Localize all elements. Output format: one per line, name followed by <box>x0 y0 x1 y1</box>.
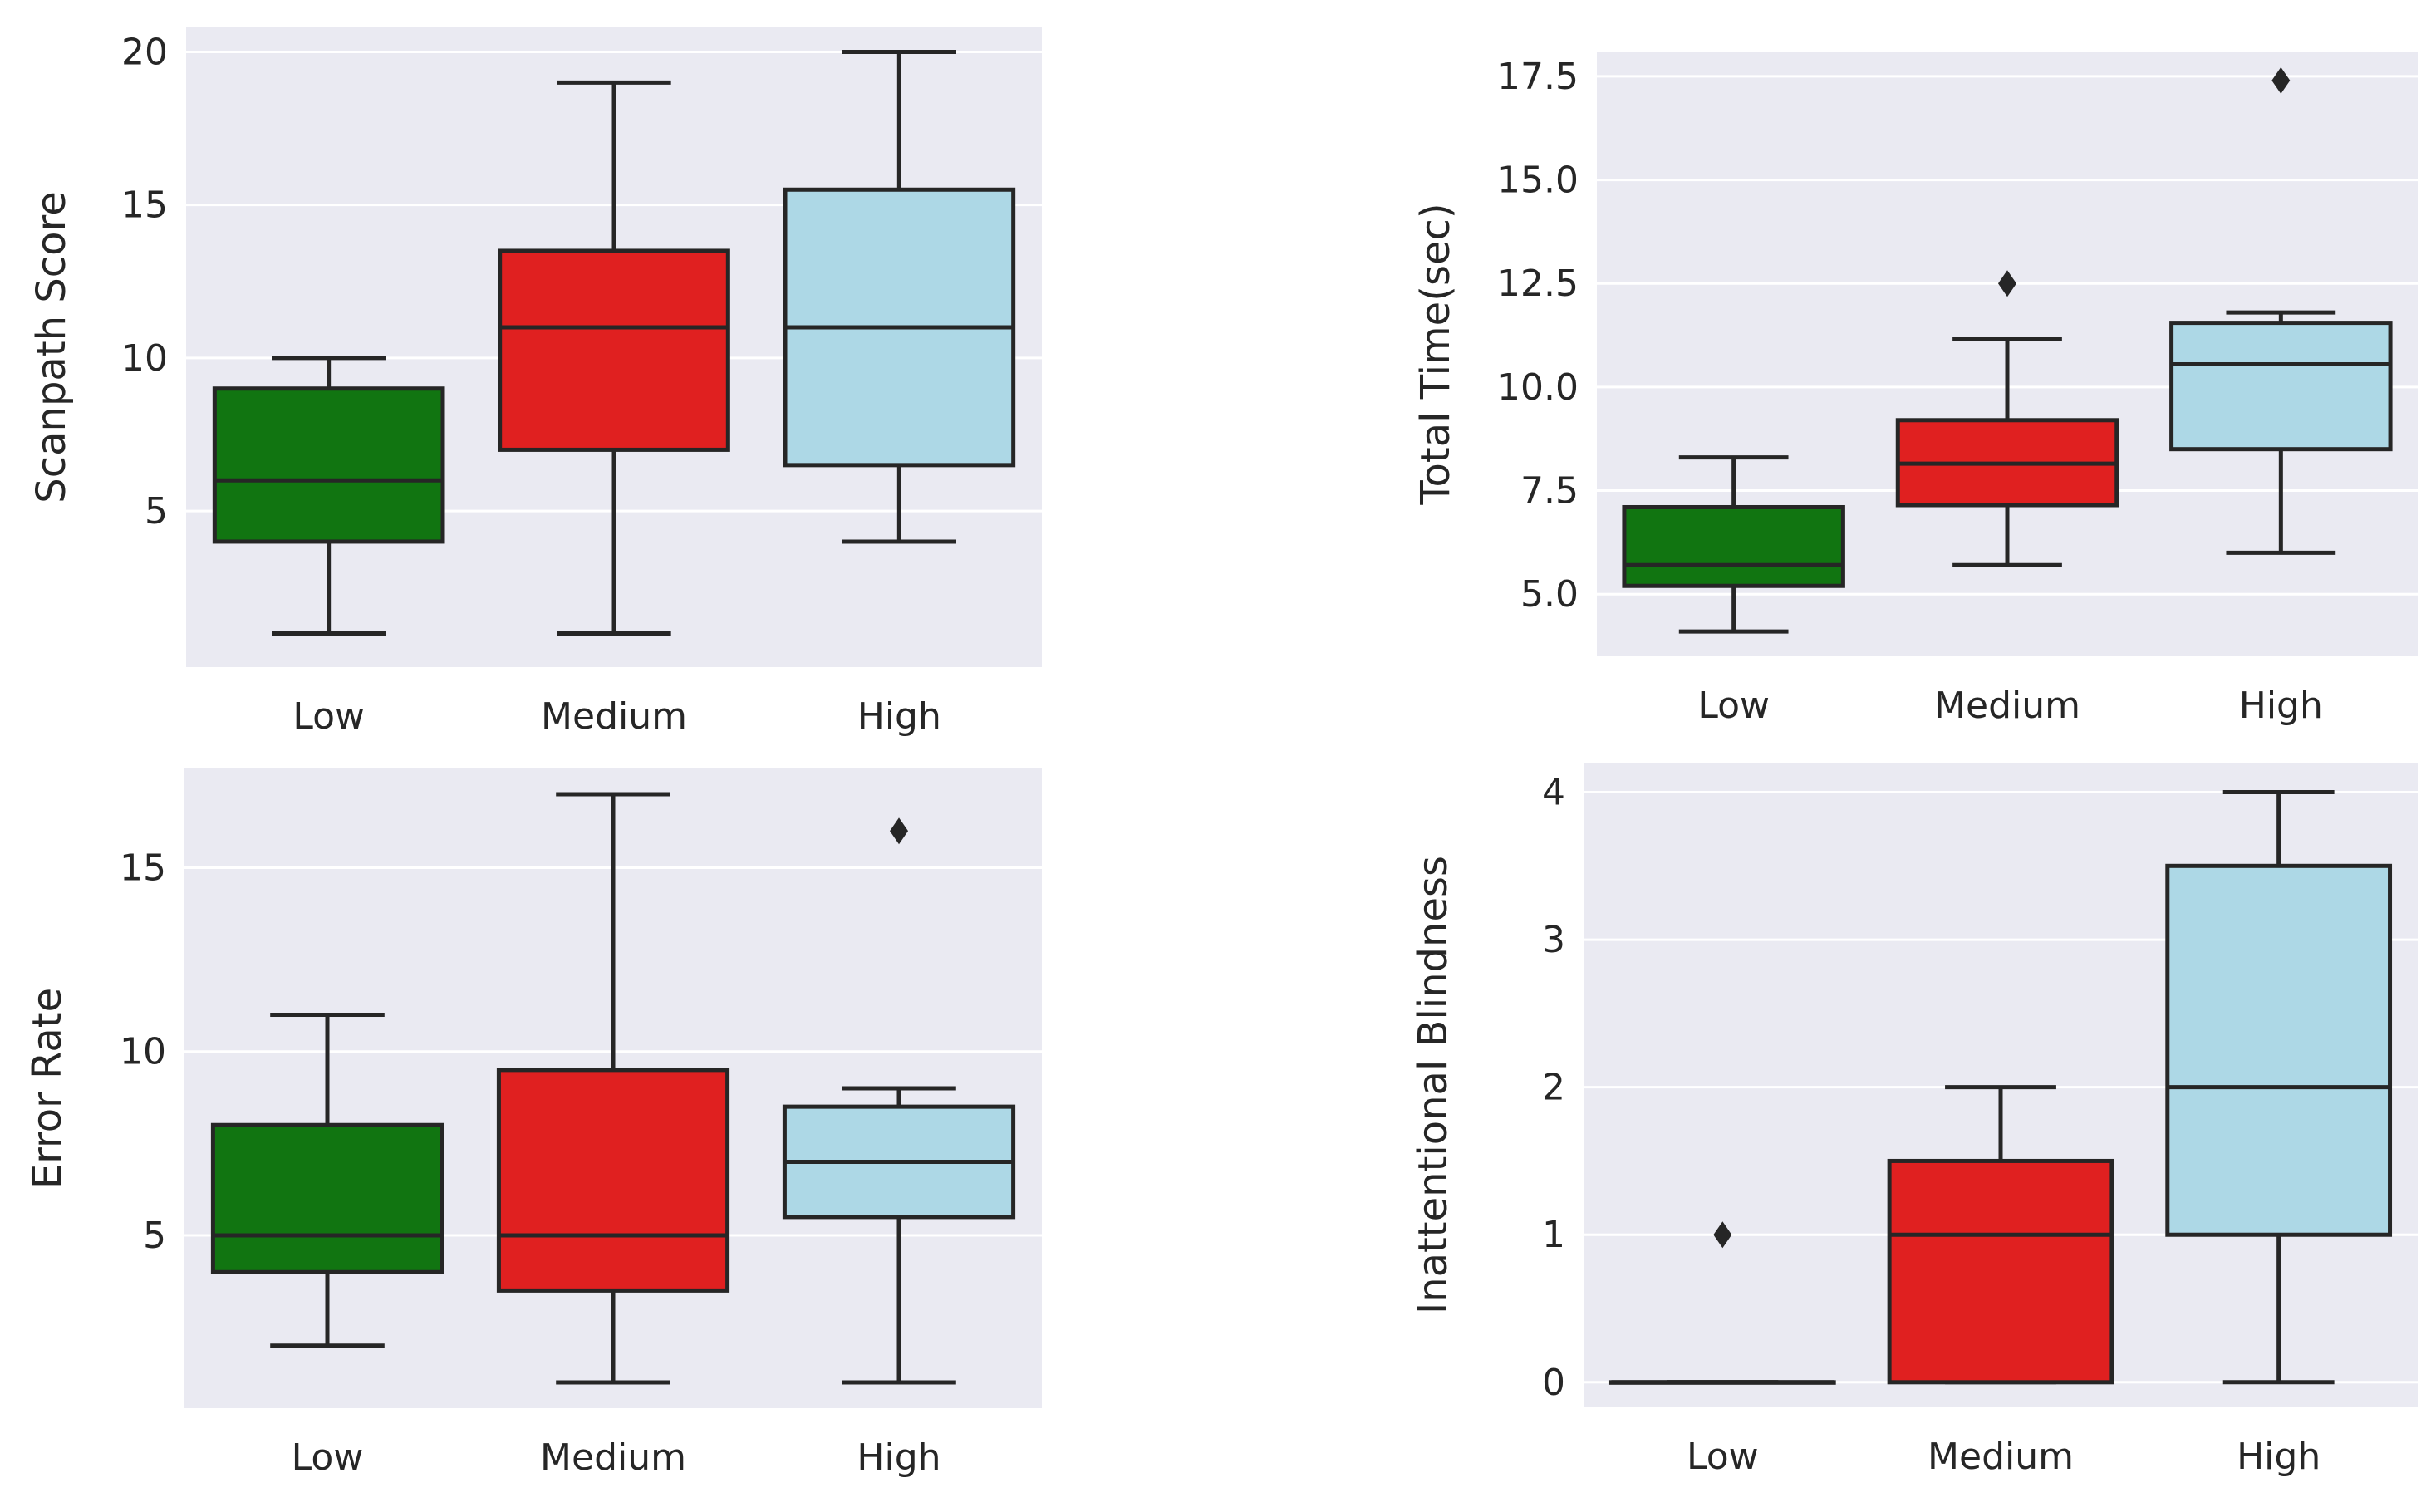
y-tick-label: 17.5 <box>1497 56 1579 98</box>
y-tick-label: 15 <box>120 847 166 889</box>
y-tick-label: 3 <box>1542 919 1565 961</box>
y-tick-label: 0 <box>1542 1362 1565 1404</box>
box-medium <box>1895 270 2119 567</box>
x-tick-label: Low <box>1697 685 1770 727</box>
outlier-point <box>2271 66 2291 94</box>
x-tick-label: Medium <box>1934 685 2080 727</box>
x-tick-label: Medium <box>540 1436 686 1479</box>
outlier-point <box>1998 270 2016 297</box>
x-tick-label: High <box>2237 1436 2321 1478</box>
y-tick-label: 10 <box>121 337 168 380</box>
y-tick-label: 15.0 <box>1497 160 1579 202</box>
iqr-box <box>2169 321 2393 452</box>
y-axis-label: Inattentional Blindness <box>1410 856 1456 1314</box>
y-axis-label: Total Time(sec) <box>1412 203 1459 505</box>
x-tick-label: High <box>857 1436 941 1479</box>
y-tick-label: 10 <box>120 1031 166 1073</box>
y-tick-label: 2 <box>1542 1067 1565 1109</box>
y-axis-label: Error Rate <box>24 988 71 1189</box>
total-time-panel: 5.0 7.5 10.0 12.5 15.0 17.5 Total Time(sec) Low… <box>1412 52 2418 727</box>
iqr-box <box>2165 863 2393 1237</box>
scanpath-score-panel: 5 10 15 20 Scanpath Score Low Medium High <box>28 27 1042 738</box>
y-tick-label: 1 <box>1542 1214 1565 1256</box>
box-high <box>782 817 1016 1385</box>
y-tick-label: 20 <box>121 31 168 73</box>
iqr-box <box>210 1122 444 1274</box>
box-high <box>783 49 1016 544</box>
y-tick-label: 12.5 <box>1497 263 1579 305</box>
box-medium <box>496 792 730 1385</box>
x-tick-label: High <box>857 695 941 738</box>
y-tick-label: 5 <box>145 490 168 533</box>
error-rate-panel: 5 10 15 Error Rate Low Medium High <box>24 768 1042 1479</box>
y-tick-label: 4 <box>1542 772 1565 814</box>
box-medium <box>498 80 730 636</box>
box-high <box>2165 790 2393 1385</box>
box-medium <box>1887 1085 2114 1385</box>
box-low <box>1608 1221 1836 1385</box>
y-tick-label: 5.0 <box>1520 573 1579 616</box>
iqr-box <box>496 1068 730 1293</box>
box-low <box>210 1012 444 1348</box>
box-low <box>212 356 445 636</box>
x-tick-label: High <box>2239 685 2323 727</box>
x-tick-label: Medium <box>541 695 687 738</box>
y-axis-label: Scanpath Score <box>28 191 75 503</box>
x-tick-label: Low <box>292 695 365 738</box>
inattentional-blindness-panel: 0 1 2 3 4 Inattentional Blindness Low Medium Hig… <box>1410 763 2418 1478</box>
x-tick-label: Low <box>292 1436 364 1479</box>
y-tick-label: 5 <box>143 1215 166 1257</box>
box-high <box>2169 66 2393 555</box>
iqr-box <box>212 386 445 544</box>
y-tick-label: 10.0 <box>1497 366 1579 409</box>
x-tick-label: Low <box>1687 1436 1759 1478</box>
iqr-box <box>1887 1158 2114 1385</box>
iqr-box <box>1622 504 1845 588</box>
iqr-box <box>498 248 730 452</box>
y-tick-label: 7.5 <box>1520 470 1579 513</box>
x-tick-label: Medium <box>1928 1436 2074 1478</box>
outlier-point <box>1713 1221 1732 1249</box>
box-low <box>1622 455 1845 634</box>
outlier-point <box>890 817 908 845</box>
y-tick-label: 15 <box>121 184 168 227</box>
